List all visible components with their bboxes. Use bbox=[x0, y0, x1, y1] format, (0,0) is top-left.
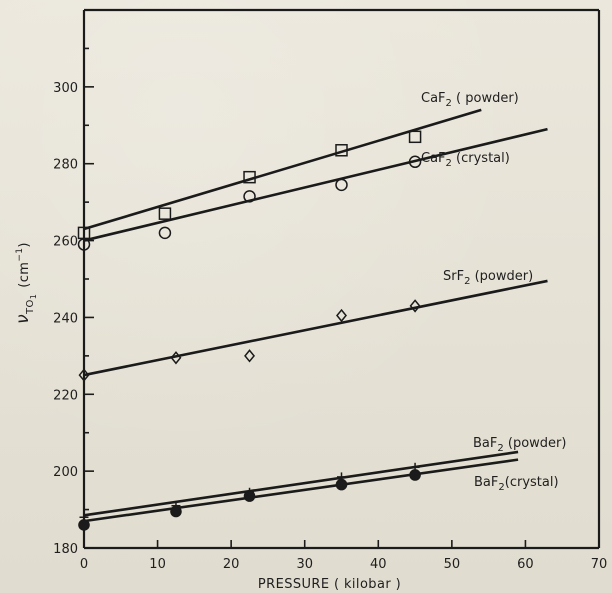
x-tick-label: 30 bbox=[296, 557, 313, 572]
series-label-rest: (powder) bbox=[470, 269, 533, 284]
filled-dot-marker bbox=[335, 478, 348, 491]
series-label-rest: (powder) bbox=[504, 436, 567, 451]
y-tick-label: 300 bbox=[53, 81, 78, 96]
x-tick-label: 10 bbox=[149, 557, 166, 572]
fit-line bbox=[83, 279, 548, 377]
circle-marker bbox=[335, 178, 348, 192]
series-label-rest: (crystal) bbox=[452, 151, 510, 166]
series-label-rest: (crystal) bbox=[505, 475, 559, 490]
series-label-subscript: 2 bbox=[497, 443, 503, 454]
fit-line bbox=[83, 450, 519, 517]
series-markers bbox=[78, 299, 421, 382]
y-axis-title-close: ) bbox=[17, 242, 32, 247]
diamond-marker bbox=[244, 349, 256, 363]
y-axis-title: νTO1 (cm−1) bbox=[13, 242, 38, 324]
y-tick-label: 220 bbox=[53, 388, 78, 403]
x-tick-label: 40 bbox=[370, 557, 387, 572]
series-label: SrF2 (powder) bbox=[443, 269, 533, 287]
fit-line bbox=[83, 108, 482, 231]
y-axis-title-nu: ν bbox=[13, 314, 33, 324]
x-tick-label: 60 bbox=[517, 557, 534, 572]
series-label-base: CaF bbox=[421, 151, 446, 166]
fit-line bbox=[83, 458, 519, 523]
diamond-marker bbox=[409, 299, 421, 313]
x-tick-label: 50 bbox=[444, 557, 461, 572]
diamond-marker bbox=[336, 308, 347, 323]
series-markers bbox=[77, 130, 422, 240]
fit-line bbox=[83, 127, 548, 242]
square-marker bbox=[335, 144, 348, 157]
y-axis-title-unit: (cm bbox=[17, 262, 32, 288]
series-label-base: BaF bbox=[474, 475, 498, 490]
series-label: CaF2 ( powder) bbox=[421, 91, 519, 109]
axes-layer: 0 10 20 30 40 50 60 70 180 200 220 240 260 280 300 PRES… bbox=[13, 8, 608, 592]
series-markers bbox=[78, 469, 421, 531]
series-label-subscript: 2 bbox=[446, 98, 452, 109]
x-tick-label: 20 bbox=[223, 557, 240, 572]
series-label: CaF2 (crystal) bbox=[421, 151, 510, 169]
y-axis-title-subscript: TO bbox=[25, 299, 36, 315]
series-label: BaF2 (powder) bbox=[473, 436, 566, 454]
series-label-rest: ( powder) bbox=[452, 91, 519, 106]
series-label-subscript: 2 bbox=[464, 276, 470, 287]
x-tick-label: 0 bbox=[80, 557, 88, 572]
series-label-subscript: 2 bbox=[498, 482, 504, 493]
circle-marker bbox=[408, 155, 422, 169]
diamond-marker bbox=[78, 368, 90, 382]
filled-dot-marker bbox=[170, 505, 182, 518]
x-axis-title: PRESSURE ( kilobar ) bbox=[258, 577, 401, 592]
y-tick-label: 280 bbox=[53, 158, 78, 173]
series-label: BaF2(crystal) bbox=[474, 475, 559, 493]
y-axis-title-sub-digit: 1 bbox=[29, 294, 38, 300]
filled-dot-marker bbox=[78, 519, 90, 531]
markers-layer bbox=[77, 130, 422, 531]
square-marker bbox=[408, 130, 422, 144]
y-tick-label: 240 bbox=[53, 311, 78, 326]
series-labels-layer: CaF2 ( powder)CaF2 (crystal)SrF2 (powder… bbox=[421, 91, 566, 493]
circle-marker bbox=[77, 238, 91, 251]
circle-marker bbox=[243, 190, 256, 203]
filled-dot-marker bbox=[243, 490, 256, 502]
diamond-marker bbox=[170, 351, 182, 365]
y-tick-label: 180 bbox=[53, 542, 78, 557]
square-marker bbox=[158, 207, 172, 220]
series-label-base: CaF bbox=[421, 91, 446, 106]
x-tick-label: 70 bbox=[591, 557, 608, 572]
series-label-subscript: 2 bbox=[446, 158, 452, 169]
series-markers bbox=[77, 155, 422, 251]
square-marker bbox=[243, 170, 256, 184]
y-tick-label: 200 bbox=[53, 465, 78, 480]
filled-dot-marker bbox=[409, 469, 421, 481]
series-label-base: SrF bbox=[443, 269, 464, 284]
circle-marker bbox=[158, 226, 172, 240]
y-tick-label: 260 bbox=[53, 235, 78, 250]
y-axis-title-superscript: −1 bbox=[15, 248, 25, 262]
fit-lines-layer bbox=[83, 108, 548, 523]
series-label-base: BaF bbox=[473, 436, 497, 451]
